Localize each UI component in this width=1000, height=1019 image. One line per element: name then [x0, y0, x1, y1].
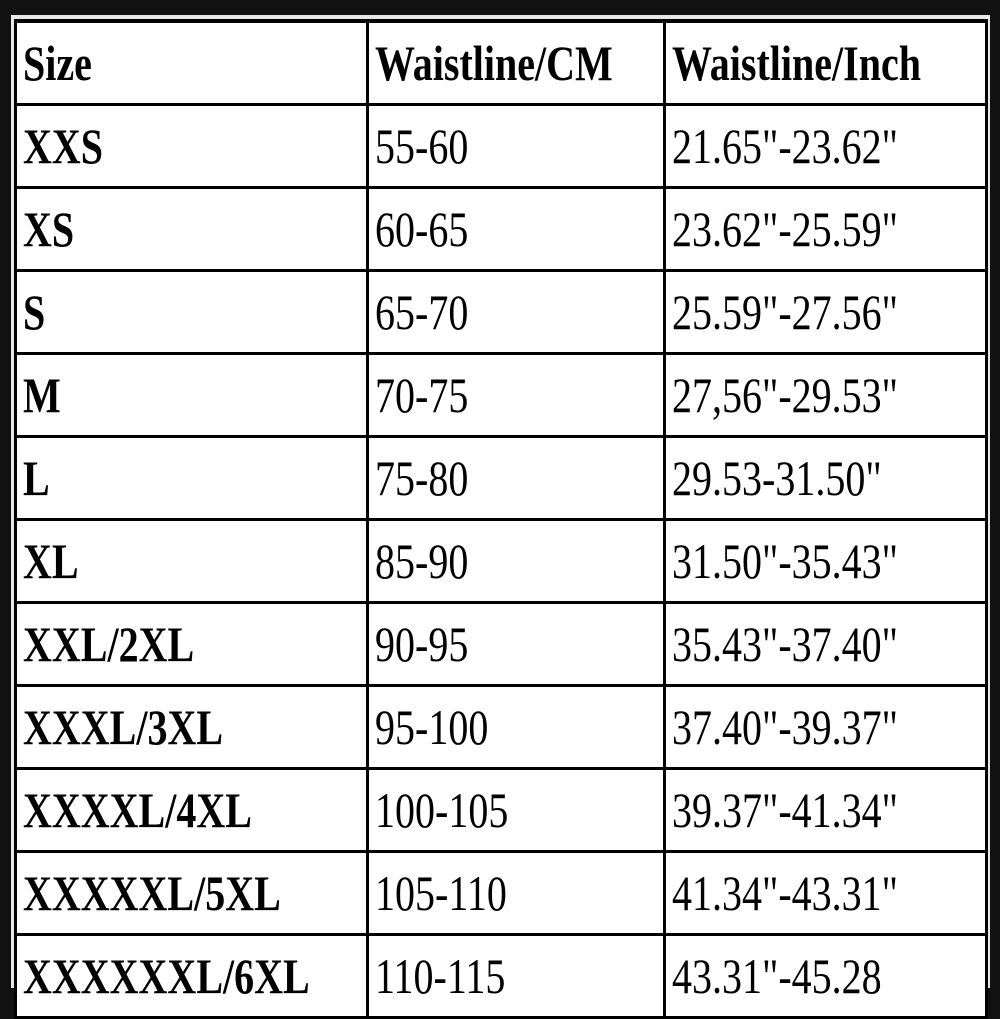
header-row: Size Waistline/CM Waistline/Inch [14, 19, 988, 106]
table-row: XXXL/3XL 95-100 37.40"-39.37" [14, 684, 988, 770]
waistline-cm-cell: 55-60 [366, 103, 666, 189]
size-cell: XXXXXL/5XL [14, 850, 369, 936]
cell-text: 41.34"-43.31" [672, 865, 898, 921]
cell-text: 43.31"-45.28 [672, 948, 882, 1004]
cell-text: M [23, 367, 61, 423]
cell-text: Waistline/Inch [672, 35, 921, 91]
table-row: XS 60-65 23.62"-25.59" [14, 186, 988, 272]
cell-text: XXXXL/4XL [23, 782, 252, 838]
size-cell: M [14, 352, 369, 438]
cell-text: 27,56"-29.53" [672, 367, 898, 423]
header-cell: Waistline/CM [366, 19, 666, 106]
waistline-inch-cell: 27,56"-29.53" [663, 352, 988, 438]
waistline-cm-cell: 95-100 [366, 684, 666, 770]
waistline-inch-cell: 23.62"-25.59" [663, 186, 988, 272]
waistline-inch-cell: 21.65"-23.62" [663, 103, 988, 189]
table-row: S 65-70 25.59"-27.56" [14, 269, 988, 355]
cell-text: Waistline/CM [375, 35, 613, 91]
waistline-inch-cell: 29.53-31.50" [663, 435, 988, 521]
cell-text: 29.53-31.50" [672, 450, 882, 506]
table-row: XXXXXL/5XL 105-110 41.34"-43.31" [14, 850, 988, 936]
table-row: XXS 55-60 21.65"-23.62" [14, 103, 988, 189]
size-cell: XXXXXXL/6XL [14, 933, 369, 1019]
cell-text: 100-105 [375, 782, 509, 838]
waistline-cm-cell: 100-105 [366, 767, 666, 853]
cell-text: 110-115 [375, 948, 506, 1004]
cell-text: XL [23, 533, 79, 589]
cell-text: 60-65 [375, 201, 469, 257]
header-cell: Size [14, 19, 369, 106]
waistline-inch-cell: 31.50"-35.43" [663, 518, 988, 604]
cell-text: 25.59"-27.56" [672, 284, 898, 340]
cell-text: XXS [23, 118, 104, 174]
cell-text: Size [23, 35, 92, 91]
cell-text: 21.65"-23.62" [672, 118, 898, 174]
table-row: L 75-80 29.53-31.50" [14, 435, 988, 521]
cell-text: 65-70 [375, 284, 469, 340]
cell-text: XS [23, 201, 75, 257]
cell-text: 55-60 [375, 118, 469, 174]
cell-text: XXXXXXL/6XL [23, 948, 310, 1004]
size-cell: XXS [14, 103, 369, 189]
waistline-inch-cell: 43.31"-45.28 [663, 933, 988, 1019]
waistline-inch-cell: 41.34"-43.31" [663, 850, 988, 936]
waistline-inch-cell: 37.40"-39.37" [663, 684, 988, 770]
cell-text: 23.62"-25.59" [672, 201, 898, 257]
cell-text: XXXL/3XL [23, 699, 224, 755]
cell-text: 31.50"-35.43" [672, 533, 898, 589]
waistline-inch-cell: 25.59"-27.56" [663, 269, 988, 355]
cell-text: 95-100 [375, 699, 489, 755]
waistline-cm-cell: 85-90 [366, 518, 666, 604]
cell-text: 75-80 [375, 450, 469, 506]
size-cell: S [14, 269, 369, 355]
table-row: XXXXXXL/6XL 110-115 43.31"-45.28 [14, 933, 988, 1019]
cell-text: 90-95 [375, 616, 469, 672]
cell-text: XXL/2XL [23, 616, 195, 672]
size-cell: XXL/2XL [14, 601, 369, 687]
size-cell: XXXXL/4XL [14, 767, 369, 853]
waistline-cm-cell: 105-110 [366, 850, 666, 936]
size-cell: XS [14, 186, 369, 272]
cell-text: L [23, 450, 50, 506]
size-chart-table: Size Waistline/CM Waistline/Inch XXS 55-60 21… [14, 19, 988, 1019]
waistline-cm-cell: 110-115 [366, 933, 666, 1019]
size-cell: XL [14, 518, 369, 604]
cell-text: 85-90 [375, 533, 469, 589]
waistline-cm-cell: 75-80 [366, 435, 666, 521]
table-row: XXL/2XL 90-95 35.43"-37.40" [14, 601, 988, 687]
table-row: M 70-75 27,56"-29.53" [14, 352, 988, 438]
cell-text: 39.37"-41.34" [672, 782, 898, 838]
waistline-cm-cell: 65-70 [366, 269, 666, 355]
waistline-cm-cell: 60-65 [366, 186, 666, 272]
header-cell: Waistline/Inch [663, 19, 988, 106]
cell-text: XXXXXL/5XL [23, 865, 281, 921]
table-row: XXXXL/4XL 100-105 39.37"-41.34" [14, 767, 988, 853]
waistline-inch-cell: 39.37"-41.34" [663, 767, 988, 853]
cell-text: S [23, 284, 46, 340]
waistline-inch-cell: 35.43"-37.40" [663, 601, 988, 687]
table-row: XL 85-90 31.50"-35.43" [14, 518, 988, 604]
cell-text: 35.43"-37.40" [672, 616, 898, 672]
cell-text: 37.40"-39.37" [672, 699, 898, 755]
size-cell: XXXL/3XL [14, 684, 369, 770]
waistline-cm-cell: 70-75 [366, 352, 666, 438]
waistline-cm-cell: 90-95 [366, 601, 666, 687]
cell-text: 70-75 [375, 367, 469, 423]
cell-text: 105-110 [375, 865, 507, 921]
size-cell: L [14, 435, 369, 521]
